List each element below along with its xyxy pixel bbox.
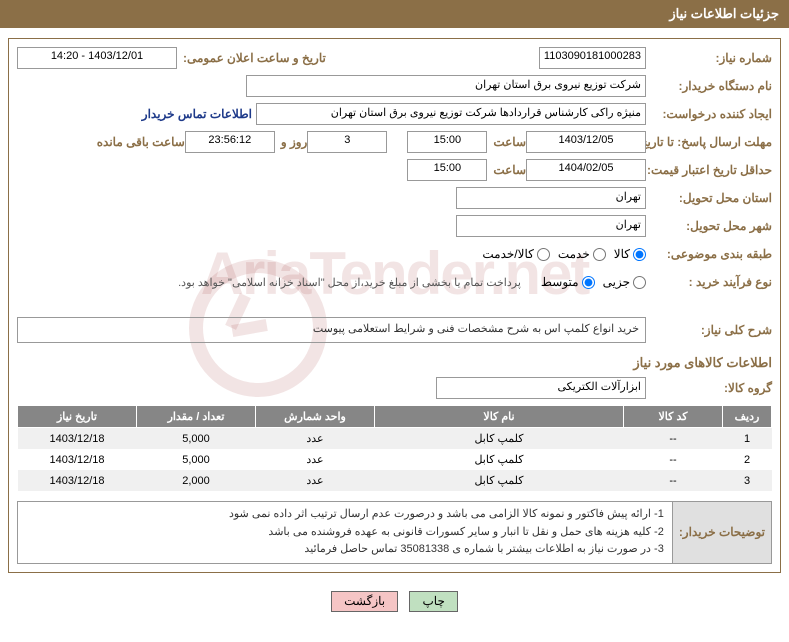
buyer-notes-box: توضیحات خریدار: 1- ارائه پیش فاکتور و نم…: [17, 501, 772, 564]
goods-info-title: اطلاعات کالاهای مورد نیاز: [17, 355, 772, 371]
desc-text: خرید انواع کلمپ اس به شرح مشخصات فنی و ش…: [17, 317, 646, 343]
cell-code: --: [624, 428, 723, 450]
cell-qty: 5,000: [137, 428, 256, 450]
reply-time-value: 15:00: [407, 131, 487, 153]
desc-label: شرح کلی نیاز:: [646, 323, 772, 337]
announce-label: تاریخ و ساعت اعلان عمومی:: [177, 51, 326, 65]
buyer-note-2: 2- کلیه هزینه های حمل و نقل تا انبار و س…: [26, 524, 664, 542]
buyer-org-value: شرکت توزیع نیروی برق استان تهران: [246, 75, 646, 97]
table-row: 2--کلمپ کابلعدد5,0001403/12/18: [18, 449, 772, 470]
city-value: تهران: [456, 215, 646, 237]
proc-medium-label: متوسط: [541, 275, 579, 289]
items-table: ردیف کد کالا نام کالا واحد شمارش تعداد /…: [17, 405, 772, 491]
table-row: 1--کلمپ کابلعدد5,0001403/12/18: [18, 428, 772, 450]
proc-minor-label: جزیی: [603, 275, 630, 289]
process-note: پرداخت تمام یا بخشی از مبلغ خرید،از محل …: [178, 276, 521, 289]
cell-qty: 2,000: [137, 470, 256, 491]
footer-buttons: چاپ بازگشت: [0, 585, 789, 618]
buyer-notes-label: توضیحات خریدار:: [672, 502, 771, 563]
countdown-value: 23:56:12: [185, 131, 275, 153]
time-label-1: ساعت: [487, 135, 526, 149]
cell-date: 1403/12/18: [18, 449, 137, 470]
city-label: شهر محل تحویل:: [646, 219, 772, 233]
cell-code: --: [624, 470, 723, 491]
cell-n: 1: [723, 428, 772, 450]
proc-medium-radio[interactable]: [582, 276, 595, 289]
days-and-label: روز و: [275, 135, 308, 149]
process-radio-group: جزیی متوسط: [541, 275, 646, 289]
need-number-value: 1103090181000283: [539, 47, 646, 69]
buyer-note-1: 1- ارائه پیش فاکتور و نمونه کالا الزامی …: [26, 506, 664, 524]
table-row: 3--کلمپ کابلعدد2,0001403/12/18: [18, 470, 772, 491]
back-button[interactable]: بازگشت: [331, 591, 398, 612]
th-unit: واحد شمارش: [256, 406, 375, 428]
th-qty: تعداد / مقدار: [137, 406, 256, 428]
cell-code: --: [624, 449, 723, 470]
group-label: گروه کالا:: [646, 381, 772, 395]
page-header: جزئیات اطلاعات نیاز: [0, 0, 789, 28]
contact-link[interactable]: اطلاعات تماس خریدار: [142, 107, 252, 121]
creator-value: منیژه راکی کارشناس قراردادها شرکت توزیع …: [256, 103, 646, 125]
th-name: نام کالا: [375, 406, 624, 428]
buyer-org-label: نام دستگاه خریدار:: [646, 79, 772, 93]
creator-label: ایجاد کننده درخواست:: [646, 107, 772, 121]
remaining-label: ساعت باقی مانده: [91, 135, 185, 149]
th-date: تاریخ نیاز: [18, 406, 137, 428]
announce-value: 1403/12/01 - 14:20: [17, 47, 177, 69]
category-label: طبقه بندی موضوعی:: [646, 247, 772, 261]
buyer-notes-text: 1- ارائه پیش فاکتور و نمونه کالا الزامی …: [18, 502, 672, 563]
cell-date: 1403/12/18: [18, 470, 137, 491]
cell-qty: 5,000: [137, 449, 256, 470]
buyer-note-3: 3- در صورت نیاز به اطلاعات بیشتر با شمار…: [26, 541, 664, 559]
validity-date-value: 1404/02/05: [526, 159, 646, 181]
print-button[interactable]: چاپ: [409, 591, 457, 612]
need-number-label: شماره نیاز:: [646, 51, 772, 65]
validity-label: حداقل تاریخ اعتبار قیمت: تا تاریخ:: [646, 163, 772, 177]
cell-name: کلمپ کابل: [375, 449, 624, 470]
reply-date-value: 1403/12/05: [526, 131, 646, 153]
days-count-value: 3: [307, 131, 387, 153]
proc-minor-radio[interactable]: [633, 276, 646, 289]
th-code: کد کالا: [624, 406, 723, 428]
cell-date: 1403/12/18: [18, 428, 137, 450]
reply-deadline-label: مهلت ارسال پاسخ: تا تاریخ:: [646, 135, 772, 149]
cell-n: 2: [723, 449, 772, 470]
process-label: نوع فرآیند خرید :: [646, 275, 772, 289]
validity-time-value: 15:00: [407, 159, 487, 181]
cat-service-radio[interactable]: [593, 248, 606, 261]
cell-name: کلمپ کابل: [375, 470, 624, 491]
cell-n: 3: [723, 470, 772, 491]
cell-unit: عدد: [256, 449, 375, 470]
cell-unit: عدد: [256, 470, 375, 491]
cat-both-radio[interactable]: [537, 248, 550, 261]
cat-goods-label: کالا: [614, 247, 630, 261]
cat-both-label: کالا/خدمت: [482, 247, 533, 261]
category-radio-group: کالا خدمت کالا/خدمت: [482, 247, 646, 261]
th-row: ردیف: [723, 406, 772, 428]
cat-service-label: خدمت: [558, 247, 590, 261]
group-value: ابزارآلات الکتریکی: [436, 377, 646, 399]
province-value: تهران: [456, 187, 646, 209]
cell-unit: عدد: [256, 428, 375, 450]
province-label: استان محل تحویل:: [646, 191, 772, 205]
cat-goods-radio[interactable]: [633, 248, 646, 261]
cell-name: کلمپ کابل: [375, 428, 624, 450]
time-label-2: ساعت: [487, 163, 526, 177]
